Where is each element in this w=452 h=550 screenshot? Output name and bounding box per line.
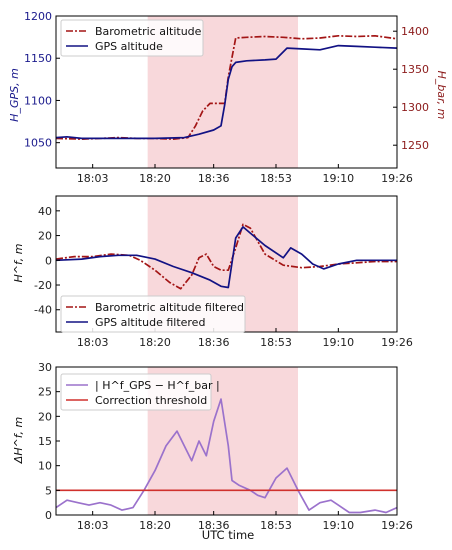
xtick-label: 18:20: [139, 519, 171, 532]
panel-difference: 0 5 10 15 20 25 30 18:03 18:20 18:36 18:53 19:10 19:…: [12, 361, 413, 532]
xtick-label: 19:10: [322, 519, 354, 532]
panel-filtered-legend: Barometric altitude filtered GPS altitud…: [60, 295, 246, 333]
panel-filtered-ticks: -40 -20 0 20 40 18:03 18:20 18:36 18:53 19:10 19:2…: [34, 205, 413, 349]
y2tick-label: 1350: [401, 63, 429, 76]
xtick-label: 18:03: [77, 519, 109, 532]
ytick-label: 1050: [24, 137, 52, 150]
xtick-label: 18:36: [198, 172, 230, 185]
ytick-label: 0: [45, 254, 52, 267]
series-line-0-1: [55, 44, 398, 140]
panel-altitude-legend: Barometric altitude GPS altitude: [60, 19, 204, 57]
ytick-label: 0: [45, 509, 52, 522]
ytick-label: 1150: [24, 52, 52, 65]
y2tick-label: 1300: [401, 101, 429, 114]
ytick-label: 1100: [24, 94, 52, 107]
ytick-label: 30: [38, 361, 52, 374]
series-line-0-0: [55, 34, 398, 140]
panel-difference-ticks: 0 5 10 15 20 25 30 18:03 18:20 18:36 18:53 19:10 19:…: [38, 361, 413, 532]
legend-label-gps-filtered: GPS altitude filtered: [95, 316, 205, 329]
series-line-2-0: [55, 398, 398, 514]
xtick-label: 18:36: [198, 519, 230, 532]
ytick-label: -20: [34, 279, 52, 292]
xtick-label: 18:20: [139, 172, 171, 185]
ytick-label: 40: [38, 205, 52, 218]
xtick-label: 18:53: [260, 172, 292, 185]
panel-altitude-ticks: 1050 1100 1150 1200 1250 1300 1350 1400 18:03 18:…: [24, 10, 429, 185]
xtick-label: 18:53: [260, 519, 292, 532]
panel-difference-lines: [55, 398, 398, 514]
panel-altitude-ylabel-right: H_bar, m: [435, 71, 448, 120]
panel-altitude-frame: [55, 15, 398, 169]
legend-label-baro: Barometric altitude: [95, 25, 202, 38]
panel-filtered-ylabel: H^f, m: [12, 244, 25, 283]
series-line-1-1: [55, 226, 397, 289]
xtick-label: 18:53: [260, 336, 292, 349]
legend-box: [60, 373, 212, 411]
xtick-label: 18:36: [198, 336, 230, 349]
panel-altitude-lines: [55, 34, 398, 140]
xtick-label: 18:03: [77, 336, 109, 349]
panel-altitude-ylabel-left: H_GPS, m: [8, 68, 21, 122]
ytick-label: 5: [45, 484, 52, 497]
ytick-label: 25: [38, 386, 52, 399]
xtick-label: 19:26: [381, 172, 413, 185]
panel-filtered: -40 -20 0 20 40 18:03 18:20 18:36 18:53 19:10 19:2…: [12, 195, 413, 349]
ytick-label: 20: [38, 410, 52, 423]
legend-box: [60, 295, 246, 333]
legend-label-gps: GPS altitude: [95, 40, 163, 53]
xtick-label: 19:10: [322, 336, 354, 349]
xtick-label: 19:26: [381, 519, 413, 532]
panel-altitude: 1050 1100 1150 1200 1250 1300 1350 1400 18:03 18:…: [8, 10, 448, 185]
panel-filtered-lines: [55, 223, 397, 290]
ytick-label: 10: [38, 460, 52, 473]
xtick-label: 18:20: [139, 336, 171, 349]
xtick-label: 19:26: [381, 336, 413, 349]
panel-difference-ylabel: ΔH^f, m: [12, 417, 25, 464]
x-axis-label: UTC time: [202, 528, 254, 542]
ytick-label: -40: [34, 304, 52, 317]
legend-label-diff: | H^f_GPS − H^f_bar |: [95, 379, 220, 392]
y2tick-label: 1400: [401, 25, 429, 38]
panel-difference-legend: | H^f_GPS − H^f_bar | Correction thresho…: [60, 373, 220, 411]
ytick-label: 1200: [24, 10, 52, 23]
legend-label-baro-filtered: Barometric altitude filtered: [95, 301, 244, 314]
xtick-label: 19:10: [322, 172, 354, 185]
ytick-label: 20: [38, 230, 52, 243]
legend-label-threshold: Correction threshold: [95, 394, 207, 407]
legend-box: [60, 19, 204, 57]
xtick-label: 18:03: [77, 172, 109, 185]
ytick-label: 15: [38, 435, 52, 448]
y2tick-label: 1250: [401, 139, 429, 152]
